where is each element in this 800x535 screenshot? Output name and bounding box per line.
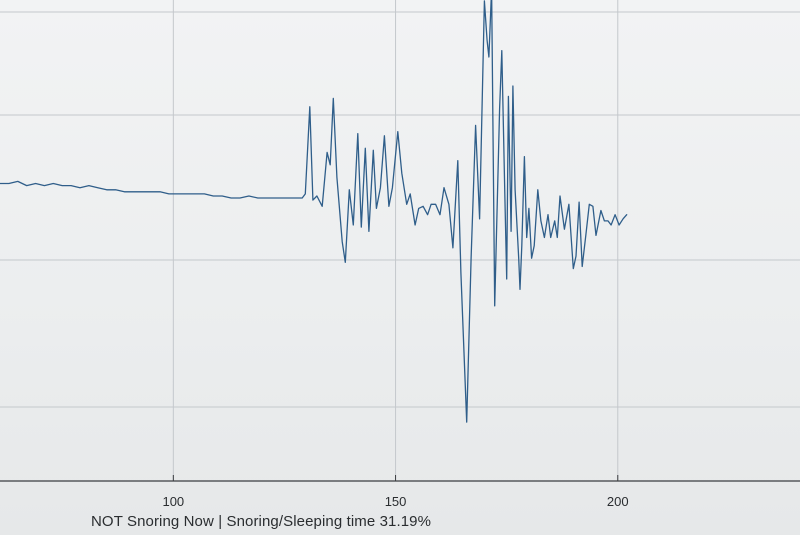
waveform-series	[0, 0, 628, 423]
grid-lines	[0, 0, 800, 481]
snoring-status-text: NOT Snoring Now | Snoring/Sleeping time …	[91, 513, 432, 530]
waveform-line-1	[0, 0, 628, 423]
x-tick-label-100: 100	[162, 494, 184, 509]
x-tick-label-200: 200	[607, 494, 629, 509]
x-tick-label-150: 150	[385, 494, 407, 509]
x-axis: 100 150 200	[0, 475, 800, 509]
